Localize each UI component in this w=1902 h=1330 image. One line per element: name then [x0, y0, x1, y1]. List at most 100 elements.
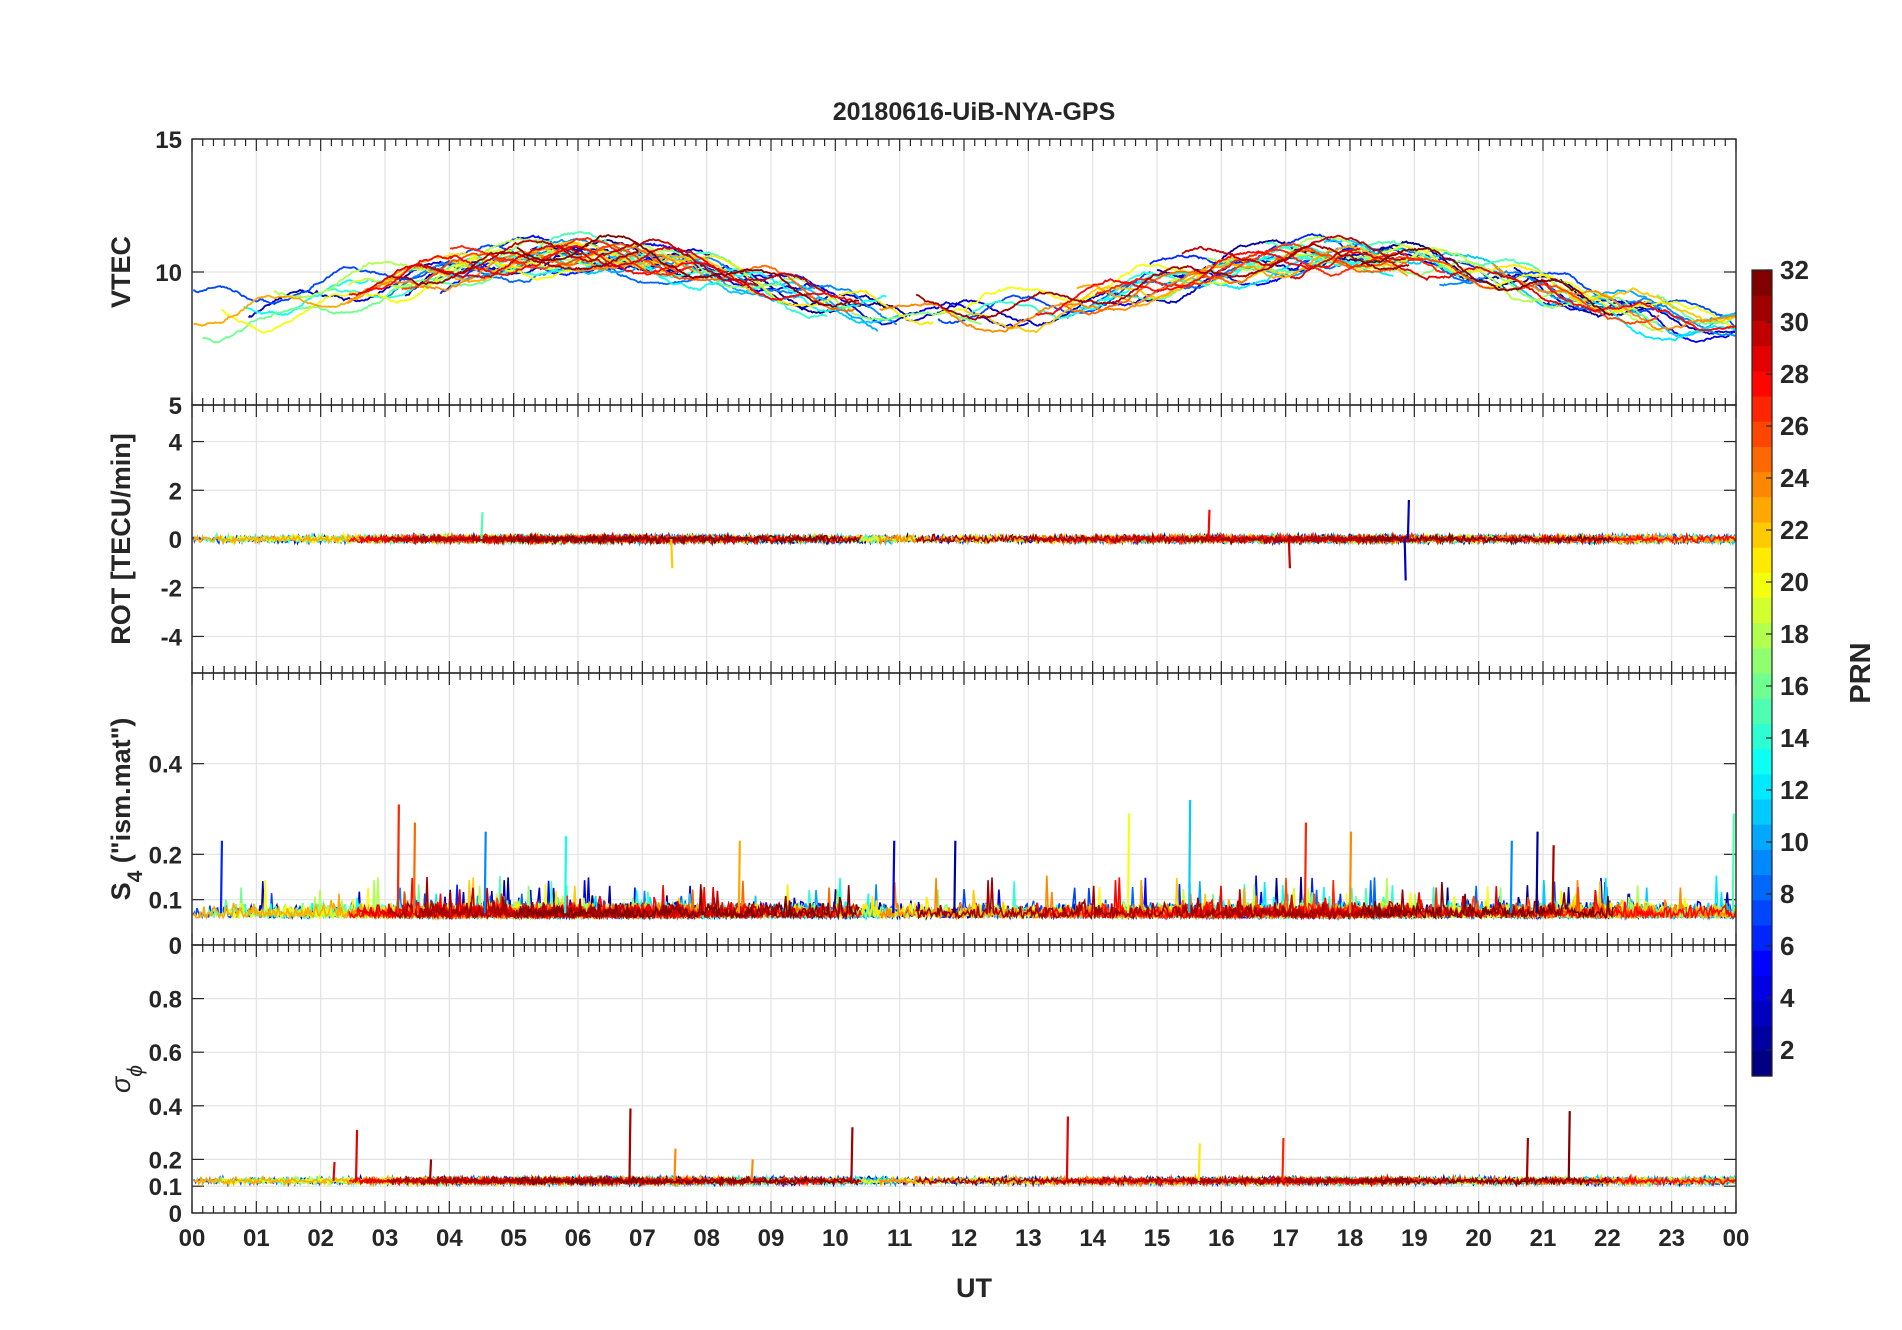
s4-series-prn-31: [915, 877, 1410, 921]
rot-series-prn-31: [915, 531, 1410, 546]
vtec-series-prn-16: [202, 249, 590, 344]
sigma-spike: [1281, 1137, 1285, 1181]
colorbar-segment: [1752, 899, 1772, 926]
vtec-series-prn-29: [358, 244, 758, 295]
colorbar-frame: [1751, 269, 1773, 1077]
y-tick-label: 2: [169, 478, 182, 505]
sigma-spike: [750, 1159, 754, 1181]
y-tick-label: 5: [169, 393, 182, 420]
s4-spike: [483, 831, 487, 914]
colorbar-segment: [1752, 698, 1772, 724]
sigma-series-prn-32: [1360, 1175, 1614, 1188]
x-tick-label: 11: [887, 1225, 912, 1252]
x-tick-label: 19: [1401, 1225, 1428, 1252]
colorbar-tick-label: 16: [1780, 671, 1809, 701]
x-tick-label: 08: [693, 1225, 720, 1252]
panel-s4: 0 0.1 0.2 0.4S4 ("ism.mat"): [106, 672, 1737, 960]
vtec-series-prn-24: [347, 248, 694, 304]
panel-sigma: 00.10.2 0.4 0.6 0.8 σϕ: [106, 944, 1737, 1228]
sigma-spike: [1065, 1116, 1070, 1181]
sigma-spike: [354, 1129, 359, 1181]
vtec-series-prn-25: [540, 242, 856, 313]
s4-spike: [953, 840, 957, 914]
colorbar-tick-label: 32: [1780, 255, 1809, 285]
s4-spike: [564, 836, 568, 914]
x-tick-label: 21: [1530, 1225, 1557, 1252]
s4-series-prn-31: [388, 876, 639, 921]
x-tick-label: 13: [1015, 1225, 1042, 1252]
y-axis-label: VTEC: [106, 236, 136, 308]
x-tick-label: 12: [951, 1225, 978, 1252]
sigma-spike: [1525, 1137, 1530, 1181]
sigma-series-prn-31: [388, 1175, 639, 1187]
colorbar-segment: [1752, 320, 1772, 347]
colorbar-segment: [1752, 647, 1772, 674]
vtec-series-prn-5: [1111, 258, 1311, 307]
x-tick-label: 01: [243, 1225, 270, 1252]
colorbar-segment: [1752, 471, 1772, 498]
y-axis-label: S4 ("ism.mat"): [106, 718, 147, 901]
vtec-series-prn-28: [1540, 278, 1736, 332]
sigma-spike: [428, 1159, 433, 1181]
colorbar-segment: [1752, 924, 1772, 951]
colorbar-segment: [1752, 395, 1772, 422]
colorbar-segment: [1752, 270, 1772, 296]
vtec-series-prn-19: [1168, 246, 1444, 286]
s4-spike: [1509, 840, 1513, 914]
x-tick-label: 02: [307, 1225, 334, 1252]
y-axis-label: ROT [TECU/min]: [106, 433, 136, 644]
x-tick-label: 04: [436, 1225, 463, 1252]
s4-spike: [892, 840, 896, 914]
rot-spike: [670, 538, 674, 569]
vtec-series-prn-32: [1360, 247, 1614, 317]
vtec-series-prn-25: [1061, 249, 1407, 316]
colorbar-tick-label: 10: [1780, 827, 1809, 857]
colorbar-segment: [1752, 496, 1772, 523]
colorbar-segment: [1752, 950, 1772, 976]
sigma-spike: [1197, 1143, 1201, 1181]
vtec-series-prn-7: [193, 244, 522, 306]
y-tick-label: 0.2: [149, 1147, 182, 1174]
colorbar-segment: [1752, 723, 1772, 750]
y-tick-label: 0.4: [149, 752, 183, 779]
y-tick-label: -4: [161, 624, 183, 651]
s4-spike: [412, 822, 417, 914]
y-tick-label: 0.1: [149, 1174, 182, 1201]
colorbar-segment: [1752, 874, 1772, 901]
colorbar-segment: [1752, 345, 1772, 372]
vtec-series-prn-24: [1492, 263, 1737, 331]
x-tick-label: 17: [1272, 1225, 1299, 1252]
colorbar-segment: [1752, 295, 1772, 321]
colorbar-tick-label: 24: [1780, 463, 1809, 493]
y-tick-label: 15: [155, 127, 182, 154]
sigma-series-prn-32: [516, 1174, 860, 1188]
sigma-spike: [332, 1162, 336, 1181]
colorbar-segment: [1752, 547, 1772, 573]
y-axis-label: σϕ: [106, 1065, 147, 1093]
colorbar-segment: [1752, 622, 1772, 649]
vtec-series-prn-20: [939, 263, 1208, 314]
s4-spike: [1303, 822, 1308, 914]
vtec-series-prn-20: [1345, 244, 1736, 329]
y-tick-label: -2: [161, 576, 182, 603]
x-tick-label: 18: [1337, 1225, 1364, 1252]
sigma-spike: [850, 1127, 854, 1181]
y-tick-label: 10: [155, 260, 182, 287]
sigma-series-prn-31: [915, 1175, 1410, 1188]
s4-spike: [737, 840, 741, 914]
x-tick-labels: 00 01 02 03 04 05 06 07 08 09 10 11 12 13 14 15 16 17 18 19…: [179, 1225, 1750, 1252]
vtec-series-prn-13: [627, 254, 887, 313]
x-tick-label: 06: [565, 1225, 592, 1252]
axes-frame-sigma: [191, 944, 1737, 1214]
sigma-spike: [628, 1108, 632, 1181]
x-tick-label: 05: [500, 1225, 527, 1252]
vtec-series-prn-30: [1181, 234, 1406, 267]
vtec-series-prn-29: [1289, 249, 1564, 307]
x-tick-label: 07: [629, 1225, 656, 1252]
x-tick-label: 22: [1594, 1225, 1621, 1252]
colorbar-tick-label: 28: [1780, 359, 1809, 389]
s4-series-prn-32: [1360, 881, 1614, 921]
panel-rot: -4 -2 0 2 4 ROT [TECU/min]: [106, 404, 1737, 674]
